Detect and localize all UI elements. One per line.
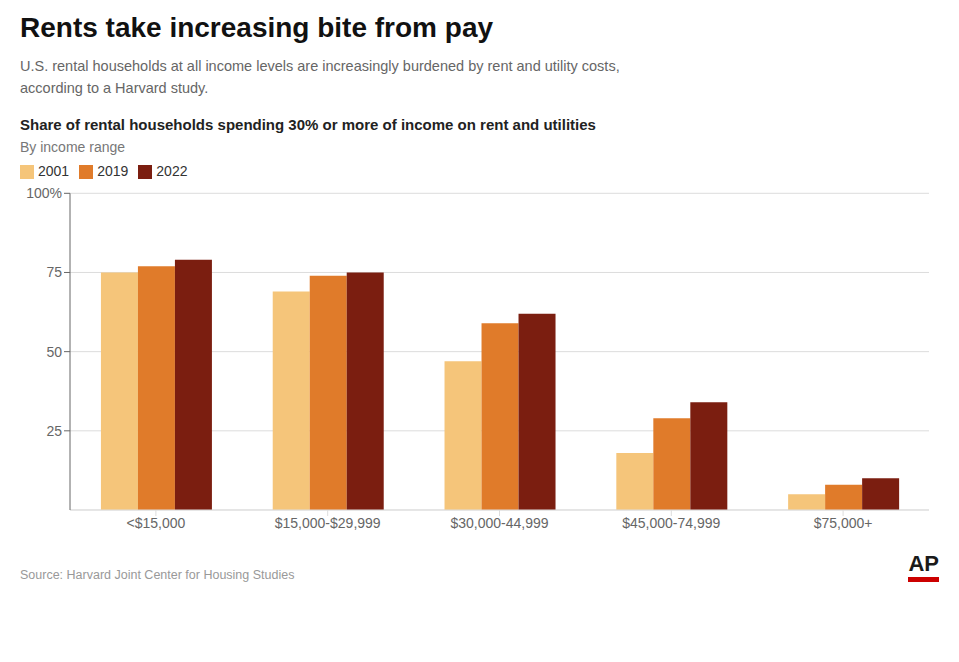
svg-text:75: 75 <box>46 264 62 280</box>
svg-text:100%: 100% <box>26 185 62 201</box>
html-text:Share of rental households spe: Share of rental households spending 30% … <box>20 115 596 133</box>
svg-text:50: 50 <box>46 343 62 359</box>
html-text:U.S. rental households at all: U.S. rental households at all income lev… <box>20 58 620 96</box>
svg-text:$45,000-74,999: $45,000-74,999 <box>622 514 720 530</box>
html-text:AP: AP <box>908 550 939 576</box>
html-text:2022: 2022 <box>156 162 188 179</box>
html-text:By income range: By income range <box>20 138 126 155</box>
html-text:2019: 2019 <box>97 162 129 179</box>
svg-text:$75,000+: $75,000+ <box>814 514 873 530</box>
html-text:Source: Harvard Joint Center f: Source: Harvard Joint Center for Housing… <box>20 567 295 582</box>
html-text:2001: 2001 <box>38 162 70 179</box>
svg-text:<$15,000: <$15,000 <box>127 514 186 530</box>
svg-text:$15,000-$29,999: $15,000-$29,999 <box>275 514 381 530</box>
svg-text:25: 25 <box>46 422 62 438</box>
svg-text:$30,000-44,999: $30,000-44,999 <box>450 514 548 530</box>
html-text:Rents take increasing bite fro: Rents take increasing bite from pay <box>20 12 493 43</box>
